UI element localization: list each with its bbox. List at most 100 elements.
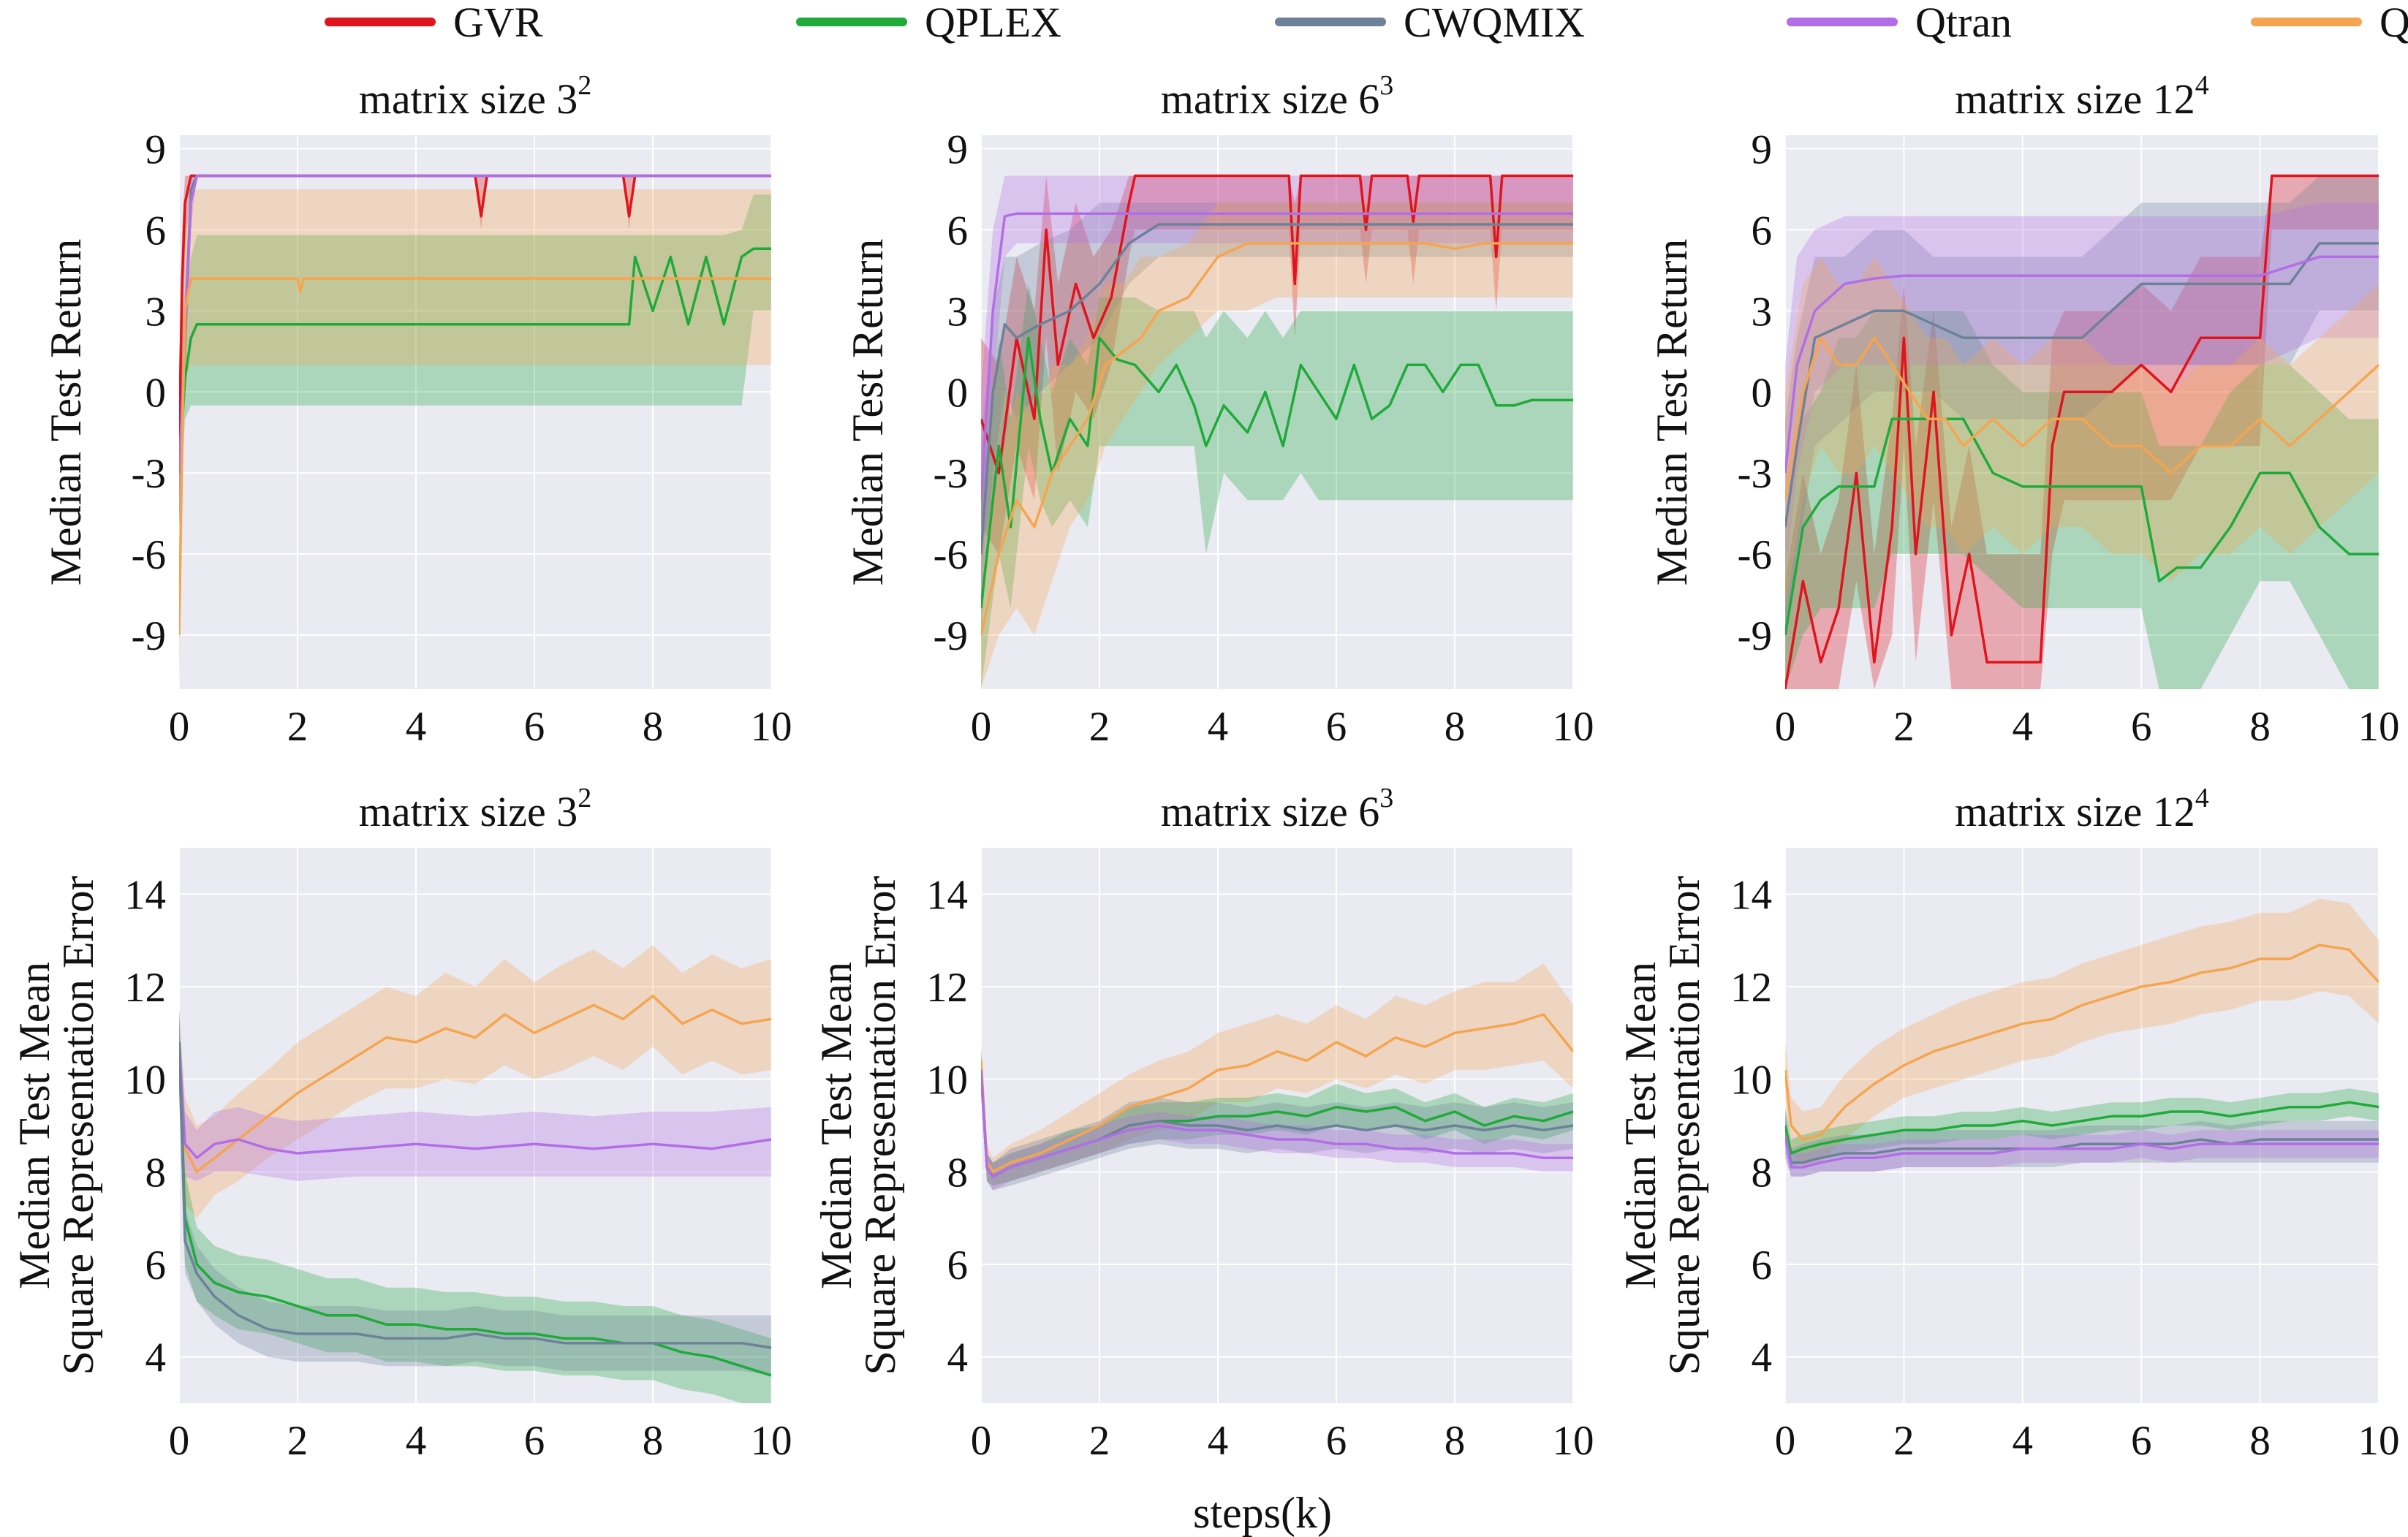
x-tick-label: 4 <box>2013 1418 2034 1464</box>
y-tick-label: 3 <box>1752 289 1773 335</box>
title-base: matrix size 3 <box>359 788 578 835</box>
y-axis-label: Median Test Mean <box>10 962 58 1289</box>
y-tick-label: 10 <box>124 1058 166 1104</box>
x-tick-label: 8 <box>2249 1418 2271 1464</box>
band-qmix <box>179 945 771 1218</box>
band-qtran <box>1785 202 2379 582</box>
series-line-qtran <box>179 1041 771 1160</box>
x-tick-label: 2 <box>1893 1418 1915 1464</box>
y-tick-label: 6 <box>947 208 969 254</box>
band-qmix <box>1785 257 2379 609</box>
title-base: matrix size 3 <box>359 75 578 123</box>
band-qplex <box>179 1009 771 1403</box>
title-exponent: 2 <box>578 70 591 101</box>
series-line-cwqmix <box>981 223 1573 555</box>
x-tick-label: 6 <box>2131 1418 2152 1464</box>
y-tick-label: 8 <box>1752 1150 1773 1196</box>
series-line-qplex <box>179 1041 771 1377</box>
series-line-qmix <box>179 994 771 1174</box>
x-tick-label: 10 <box>751 704 792 750</box>
series-line-qtran <box>1785 255 2379 474</box>
series-line-qtran <box>981 212 1573 501</box>
subplot-error-2: 0 2 4 6 8 10 14 12 10 8 6 4 matrix size 63 Median Tes… <box>812 783 1594 1464</box>
title-exponent: 3 <box>1379 70 1393 101</box>
series-line-cwqmix <box>1785 242 2379 528</box>
x-tick-label: 10 <box>2358 1418 2400 1464</box>
band-cwqmix <box>1785 175 2379 635</box>
legend-label: GVR <box>453 0 543 46</box>
y-tick-label: -9 <box>132 613 166 659</box>
y-tick-label: -9 <box>1738 613 1772 659</box>
y-axis-label: Median Test Mean <box>812 962 860 1289</box>
x-tick-label: 6 <box>1326 1418 1347 1464</box>
title-base: matrix size 6 <box>1161 788 1380 835</box>
band-gvr <box>1785 175 2379 689</box>
y-tick-label: 3 <box>145 289 167 335</box>
series-group <box>179 945 771 1403</box>
band-qplex <box>1785 1088 2379 1167</box>
y-tick-label: 0 <box>145 370 167 416</box>
x-tick-label: 0 <box>971 704 992 750</box>
series-group <box>179 174 771 689</box>
x-tick-label: 0 <box>169 1418 190 1464</box>
legend-label: QMIX <box>2379 0 2408 46</box>
x-tick-label: 4 <box>406 704 427 750</box>
x-tick-label: 8 <box>643 704 664 750</box>
y-tick-label: 12 <box>124 965 166 1011</box>
series-line-gvr <box>981 174 1573 474</box>
plot-area <box>981 135 1573 689</box>
y-tick-label: -6 <box>934 532 968 578</box>
x-tick-label: 2 <box>1893 704 1915 750</box>
y-tick-label: -9 <box>934 613 968 659</box>
y-axis-label: Median Test Return <box>1648 239 1696 586</box>
y-tick-label: 6 <box>145 1242 167 1289</box>
title-base: matrix size 12 <box>1955 788 2195 835</box>
y-tick-label: 12 <box>926 965 968 1011</box>
plot-area <box>179 135 771 689</box>
subplot-title: matrix size 32 <box>359 70 592 123</box>
series-line-qtran <box>981 1069 1573 1178</box>
y-tick-label: 8 <box>145 1150 167 1196</box>
title-exponent: 2 <box>578 783 591 813</box>
x-tick-label: 2 <box>287 704 308 750</box>
title-base: matrix size 12 <box>1955 75 2195 123</box>
x-tick-label: 10 <box>751 1418 792 1464</box>
series-line-qmix <box>981 242 1573 636</box>
y-tick-label: 14 <box>1730 872 1772 918</box>
x-tick-label: 6 <box>524 704 545 750</box>
band-qplex <box>981 1051 1573 1186</box>
band-cwqmix <box>981 202 1573 635</box>
legend-label: CWQMIX <box>1404 0 1585 46</box>
y-tick-label: 10 <box>926 1058 968 1104</box>
y-axis-label: Square Representation Error <box>1660 876 1708 1375</box>
y-tick-label: -3 <box>1738 451 1772 497</box>
x-tick-label: 6 <box>2131 704 2152 750</box>
series-line-qmix <box>1785 336 2379 501</box>
y-tick-label: 0 <box>1752 370 1773 416</box>
series-line-qtran <box>1785 1134 2379 1169</box>
y-tick-label: -6 <box>132 532 166 578</box>
x-tick-label: 6 <box>1326 704 1347 750</box>
y-axis-label: Square Representation Error <box>54 876 102 1375</box>
title-exponent: 4 <box>2195 70 2209 101</box>
band-qtran <box>981 1051 1573 1191</box>
y-tick-label: 9 <box>947 126 969 172</box>
legend-label: QPLEX <box>925 0 1061 46</box>
y-tick-label: 9 <box>1752 126 1773 172</box>
subplot-title: matrix size 32 <box>359 783 592 835</box>
title-base: matrix size 6 <box>1161 75 1380 123</box>
x-tick-label: 2 <box>287 1418 308 1464</box>
plot-area <box>1785 848 2379 1403</box>
y-tick-label: 9 <box>145 126 167 172</box>
series-line-gvr <box>1785 174 2379 689</box>
y-tick-label: 6 <box>947 1242 969 1289</box>
band-qmix <box>179 189 771 689</box>
y-axis-label: Median Test Mean <box>1616 962 1665 1289</box>
x-tick-label: 10 <box>2358 704 2400 750</box>
x-axis-label: steps(k) <box>1193 1489 1332 1537</box>
y-tick-label: -3 <box>132 451 166 497</box>
